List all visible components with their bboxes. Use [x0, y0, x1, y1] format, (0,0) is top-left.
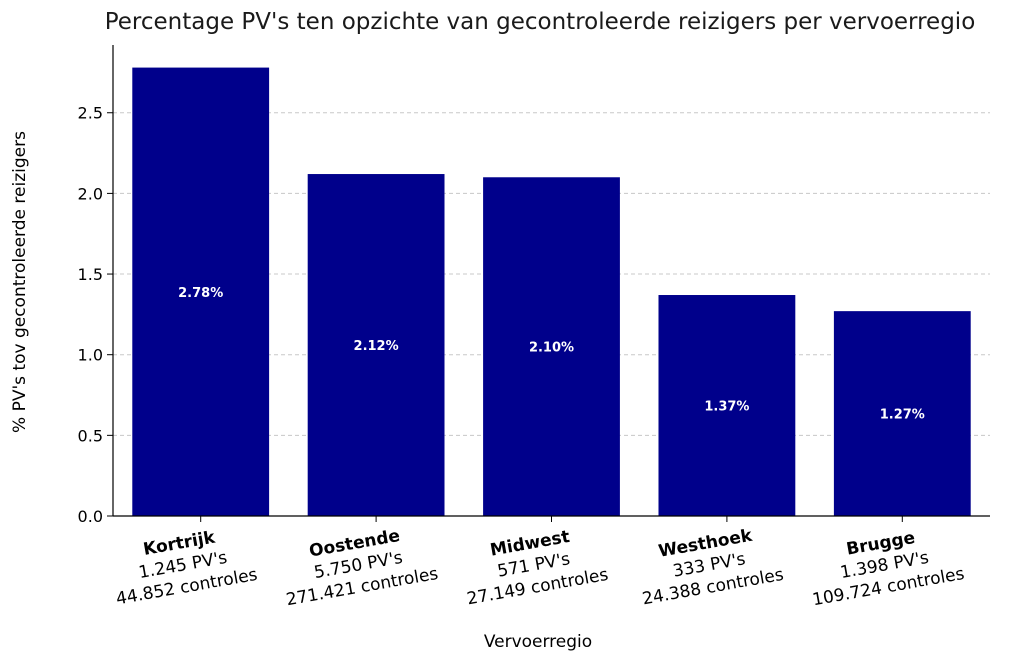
bar-value-label: 2.10%: [529, 341, 574, 356]
y-tick-label: 0.0: [78, 507, 103, 526]
chart-title: Percentage PV's ten opzichte van gecontr…: [105, 9, 976, 35]
bar-value-label: 1.37%: [704, 400, 749, 415]
y-ticks: 0.0 0.5 1.0 1.5 2.0 2.5: [78, 104, 113, 526]
x-axis-label: Vervoerregio: [484, 632, 592, 652]
y-axis-label: % PV's tov gecontroleerde reizigers: [10, 131, 30, 433]
y-tick-label: 2.0: [78, 184, 103, 203]
bar: [132, 67, 270, 517]
y-tick-label: 0.5: [78, 426, 103, 445]
bars: 2.78% 2.12% 2.10% 1.37% 1.27%: [132, 67, 971, 517]
y-tick-label: 1.0: [78, 346, 103, 365]
bar-value-label: 2.78%: [178, 286, 223, 301]
y-tick-label: 1.5: [78, 265, 103, 284]
bar-value-label: 1.27%: [880, 408, 925, 423]
bar: [307, 174, 445, 517]
bar: [483, 177, 620, 516]
y-tick-label: 2.5: [78, 104, 103, 123]
bar-value-label: 2.12%: [354, 339, 399, 354]
bar: [658, 295, 796, 516]
bar: [833, 311, 971, 516]
